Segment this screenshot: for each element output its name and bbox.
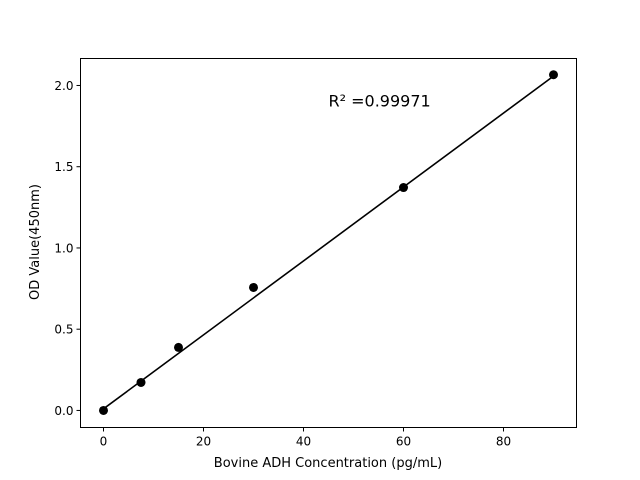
fit-line [103,75,554,410]
y-axis-label: OD Value(450nm) [28,184,43,300]
x-tick-label: 20 [196,435,211,449]
data-point [174,342,183,352]
x-tick-label: 40 [296,435,311,449]
r-squared-annotation: R² =0.99971 [329,92,431,111]
plot-frame [80,58,577,428]
y-tick-label: 1.0 [54,241,73,255]
x-tick-label: 80 [496,435,511,449]
data-point [399,183,408,193]
y-tick-label: 0.0 [54,404,73,418]
y-tick-label: 2.0 [54,79,73,93]
x-tick-label: 0 [100,435,108,449]
x-tick-label: 60 [396,435,411,449]
y-tick-label: 0.5 [54,323,73,337]
data-point [99,405,108,415]
y-tick-label: 1.5 [54,160,73,174]
data-point [136,377,146,387]
data-point [549,70,558,80]
x-axis-label: Bovine ADH Concentration (pg/mL) [214,456,442,471]
data-point [249,282,258,292]
